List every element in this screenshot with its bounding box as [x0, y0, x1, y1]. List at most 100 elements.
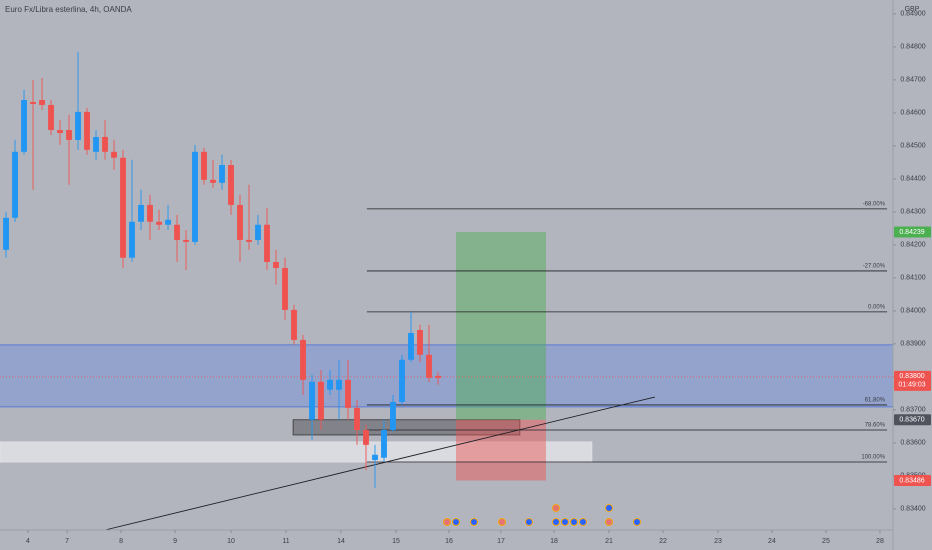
countdown: 01:49:03 [898, 382, 925, 389]
y-tick-label: 0.84700 [900, 77, 925, 84]
price-tag-label: 0.83486 [899, 477, 924, 484]
y-tick-label: 0.84000 [900, 308, 925, 315]
y-tick-label: 0.84100 [900, 275, 925, 282]
y-tick-label: 0.84900 [900, 11, 925, 18]
x-tick-label: 8 [119, 538, 123, 545]
candle-body [318, 381, 324, 420]
candle-body [309, 381, 315, 420]
candle-body [111, 151, 117, 158]
candle-body [165, 219, 171, 225]
candle-body [129, 221, 135, 258]
fib-label: 100.00% [861, 455, 885, 461]
event-icon[interactable] [552, 504, 560, 512]
event-icon[interactable] [443, 518, 451, 526]
price-tag [894, 414, 931, 426]
x-tick-label: 14 [337, 538, 345, 545]
stop-zone [455, 419, 546, 481]
price-tag [894, 226, 931, 238]
candle-body [147, 204, 153, 222]
candle-body [273, 262, 279, 268]
y-tick-label: 0.84600 [900, 110, 925, 117]
zone [0, 344, 893, 407]
candle-body [426, 354, 432, 378]
event-icon[interactable] [579, 518, 587, 526]
candle-body [174, 224, 180, 240]
candle-body [201, 151, 207, 180]
candle-body [255, 224, 261, 240]
y-tick-label: 0.84400 [900, 176, 925, 183]
event-icon[interactable] [452, 518, 460, 526]
candle-body [372, 454, 378, 461]
x-tick-label: 7 [65, 538, 69, 545]
y-tick-label: 0.83700 [900, 407, 925, 414]
y-tick-label: 0.83600 [900, 440, 925, 447]
candle-body [291, 309, 297, 340]
event-icon[interactable] [570, 518, 578, 526]
fib-label: -27.00% [863, 264, 886, 270]
candle-body [381, 430, 387, 458]
x-tick-label: 28 [876, 538, 884, 545]
x-tick-label: 18 [550, 538, 558, 545]
candle-body [336, 379, 342, 390]
candle-body [300, 339, 306, 380]
event-icon[interactable] [561, 518, 569, 526]
candle-body [282, 267, 288, 310]
y-tick-label: 0.84300 [900, 209, 925, 216]
candle-body [246, 239, 252, 242]
plot: -68.00% -27.00% 0.00% 61.80% 78.60% 100.00% [0, 51, 893, 531]
event-icons [443, 504, 641, 526]
event-icon[interactable] [605, 518, 613, 526]
event-icon[interactable] [552, 518, 560, 526]
target-zone [455, 231, 546, 420]
box [292, 419, 521, 436]
price-tag-label: 0.84239 [899, 229, 924, 236]
y-tick-label: 0.83400 [900, 506, 925, 513]
candle-body [390, 401, 396, 431]
event-icon[interactable] [525, 518, 533, 526]
x-tick-label: 24 [768, 538, 776, 545]
y-tick-label: 0.84800 [900, 44, 925, 51]
x-tick-label: 22 [659, 538, 667, 545]
event-icon[interactable] [470, 518, 478, 526]
event-icon[interactable] [498, 518, 506, 526]
candle-body [327, 379, 333, 390]
box [0, 441, 593, 463]
x-tick-label: 4 [26, 538, 30, 545]
event-icon[interactable] [633, 518, 641, 526]
candle-body [30, 101, 36, 104]
fib-label: 61.80% [865, 398, 886, 404]
fib-label: 0.00% [868, 304, 886, 310]
candle-body [93, 136, 99, 152]
candle-body [219, 165, 225, 183]
y-tick-label: 0.83900 [900, 341, 925, 348]
candle-body [399, 359, 405, 402]
candle-body [363, 430, 369, 445]
candle-body [84, 111, 90, 150]
fib-label: 78.60% [865, 423, 886, 429]
candle-body [120, 157, 126, 258]
candle-body [417, 330, 423, 355]
event-icon[interactable] [605, 504, 613, 512]
candle-body [183, 239, 189, 242]
chart-title: Euro Fx/Libra esterlina, 4h, OANDA [5, 5, 132, 14]
price-tag-label: 0.83670 [899, 417, 924, 424]
fib-label: -68.00% [863, 201, 886, 207]
candle-body [57, 130, 63, 133]
x-tick-label: 9 [173, 538, 177, 545]
candle-body [12, 151, 18, 218]
trendline [104, 396, 655, 531]
candle-body [345, 379, 351, 408]
candle-body [408, 332, 414, 360]
candle-body [228, 165, 234, 205]
candle-body [264, 224, 270, 263]
candle-body [237, 204, 243, 240]
candle-body [210, 179, 216, 183]
y-tick-label: 0.84200 [900, 242, 925, 249]
y-tick-label: 0.84500 [900, 143, 925, 150]
x-tick-label: 25 [822, 538, 830, 545]
price-tag [894, 370, 931, 391]
candle-body [138, 204, 144, 222]
x-tick-label: 16 [445, 538, 453, 545]
x-tick-label: 15 [392, 538, 400, 545]
